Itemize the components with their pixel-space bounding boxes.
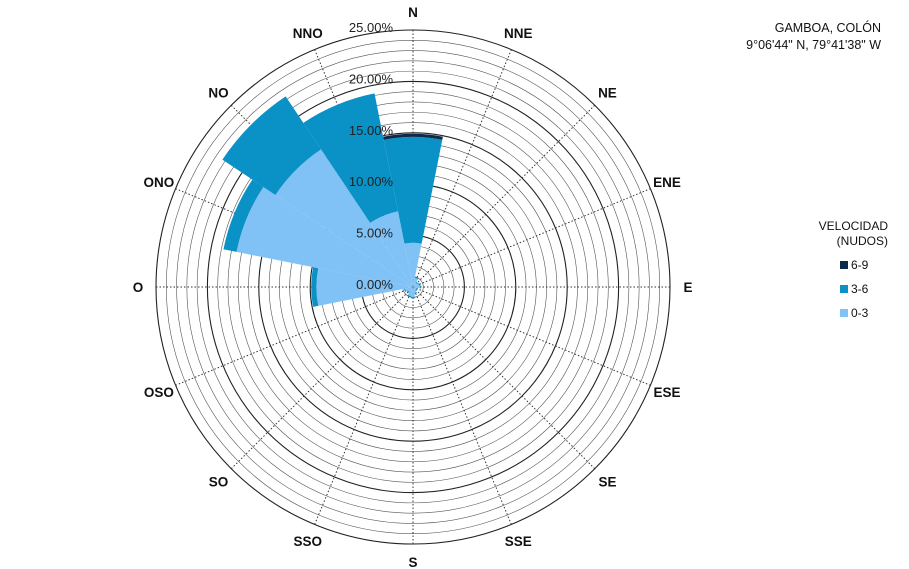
direction-label-ese: ESE bbox=[654, 385, 681, 400]
major-grid-circle bbox=[206, 80, 620, 494]
spoke-line bbox=[412, 49, 512, 288]
wedge-se-3-6 bbox=[415, 289, 418, 292]
station-name: GAMBOA, COLÓN bbox=[774, 21, 881, 35]
radial-tick-label: 5.00% bbox=[356, 226, 393, 241]
direction-label-ono: ONO bbox=[144, 175, 175, 190]
wedge-ese-0-3 bbox=[413, 287, 418, 290]
legend-label: 3-6 bbox=[851, 282, 869, 296]
wedge-no-3-6 bbox=[222, 96, 322, 196]
wedge-o-3-6 bbox=[311, 267, 319, 307]
legend-item-3-6: 3-6 bbox=[808, 281, 888, 297]
station-info: GAMBOA, COLÓN 9°06'44" N, 79°41'38" W bbox=[746, 20, 881, 54]
radial-tick-label: 25.00% bbox=[349, 20, 394, 35]
legend-swatch bbox=[840, 261, 848, 269]
grid-circle bbox=[217, 91, 609, 483]
wedge-nno-0-3 bbox=[370, 211, 413, 287]
wedge-sso-0-3 bbox=[407, 287, 413, 297]
legend-title-line2: (NUDOS) bbox=[836, 234, 888, 248]
spoke-line bbox=[230, 286, 414, 470]
legend-swatch bbox=[840, 309, 848, 317]
wedge-ese-3-6 bbox=[416, 287, 419, 290]
wedge-s-0-3 bbox=[410, 287, 416, 298]
station-coordinates: 9°06'44" N, 79°41'38" W bbox=[746, 38, 881, 52]
wedge-ene-0-3 bbox=[413, 283, 420, 287]
wedge-n-6-9 bbox=[383, 133, 443, 140]
wedge-o-0-3 bbox=[316, 268, 413, 306]
legend-title: VELOCIDAD (NUDOS) bbox=[808, 219, 888, 249]
wedge-ne-3-6 bbox=[415, 281, 419, 285]
spoke-line bbox=[412, 286, 512, 525]
radial-tick-label: 10.00% bbox=[349, 174, 394, 189]
radial-tick-label: 20.00% bbox=[349, 71, 394, 86]
wedge-nne-0-3 bbox=[413, 277, 419, 287]
wedge-e-3-6 bbox=[420, 285, 422, 289]
radial-tick-label: 0.00% bbox=[356, 277, 393, 292]
wedge-se-0-3 bbox=[413, 287, 417, 291]
wedge-e-0-3 bbox=[413, 285, 421, 289]
wedge-so-0-3 bbox=[407, 287, 413, 293]
wedge-ono-3-6 bbox=[223, 179, 264, 252]
wedge-sso-3-6 bbox=[407, 294, 412, 298]
direction-label-sse: SSE bbox=[505, 534, 532, 549]
wedge-n-0-3 bbox=[404, 242, 422, 287]
legend: VELOCIDAD (NUDOS) 6-9 3-6 0-3 bbox=[808, 219, 888, 321]
grid-circle bbox=[176, 50, 650, 524]
direction-label-nne: NNE bbox=[504, 26, 533, 41]
spoke-line bbox=[314, 286, 414, 525]
spoke-line bbox=[412, 104, 596, 288]
direction-label-no: NO bbox=[208, 86, 228, 101]
grid-circle bbox=[186, 60, 640, 514]
wedge-ene-3-6 bbox=[418, 283, 421, 286]
legend-item-0-3: 0-3 bbox=[808, 305, 888, 321]
wedge-sse-0-3 bbox=[413, 287, 417, 294]
direction-label-so: SO bbox=[209, 474, 229, 489]
direction-label-ne: NE bbox=[598, 86, 617, 101]
wedge-oso-0-3 bbox=[404, 287, 413, 292]
legend-label: 0-3 bbox=[851, 306, 869, 320]
grid-circle bbox=[237, 111, 589, 463]
wedge-ne-0-3 bbox=[413, 282, 418, 287]
wedge-no-0-3 bbox=[275, 149, 413, 287]
spoke-line bbox=[175, 286, 414, 386]
direction-label-oso: OSO bbox=[144, 385, 174, 400]
direction-label-o: O bbox=[133, 280, 144, 295]
direction-label-se: SE bbox=[598, 474, 616, 489]
grid-circle bbox=[227, 101, 599, 473]
spoke-line bbox=[412, 188, 651, 288]
wedge-ono-0-3 bbox=[236, 187, 413, 287]
legend-title-line1: VELOCIDAD bbox=[818, 219, 888, 233]
legend-label: 6-9 bbox=[851, 258, 869, 272]
grid-circle bbox=[248, 122, 578, 452]
wedge-so-3-6 bbox=[407, 290, 410, 293]
legend-item-6-9: 6-9 bbox=[808, 257, 888, 273]
direction-label-nno: NNO bbox=[293, 26, 323, 41]
wedge-oso-3-6 bbox=[403, 288, 407, 293]
spoke-line bbox=[412, 286, 596, 470]
direction-label-sso: SSO bbox=[294, 534, 323, 549]
wedge-nne-3-6 bbox=[414, 276, 419, 280]
direction-label-ene: ENE bbox=[653, 175, 681, 190]
wedge-nno-3-6 bbox=[303, 93, 398, 223]
wedge-n-3-6 bbox=[383, 136, 443, 244]
wedge-s-3-6 bbox=[410, 297, 416, 299]
grid-circle bbox=[165, 39, 661, 535]
grid-circle bbox=[196, 70, 630, 504]
wedge-sse-3-6 bbox=[414, 292, 417, 295]
spoke-line bbox=[412, 286, 651, 386]
direction-label-e: E bbox=[683, 280, 692, 295]
direction-label-n: N bbox=[408, 5, 418, 20]
direction-label-s: S bbox=[408, 555, 417, 569]
radial-tick-label: 15.00% bbox=[349, 123, 394, 138]
legend-swatch bbox=[840, 285, 848, 293]
